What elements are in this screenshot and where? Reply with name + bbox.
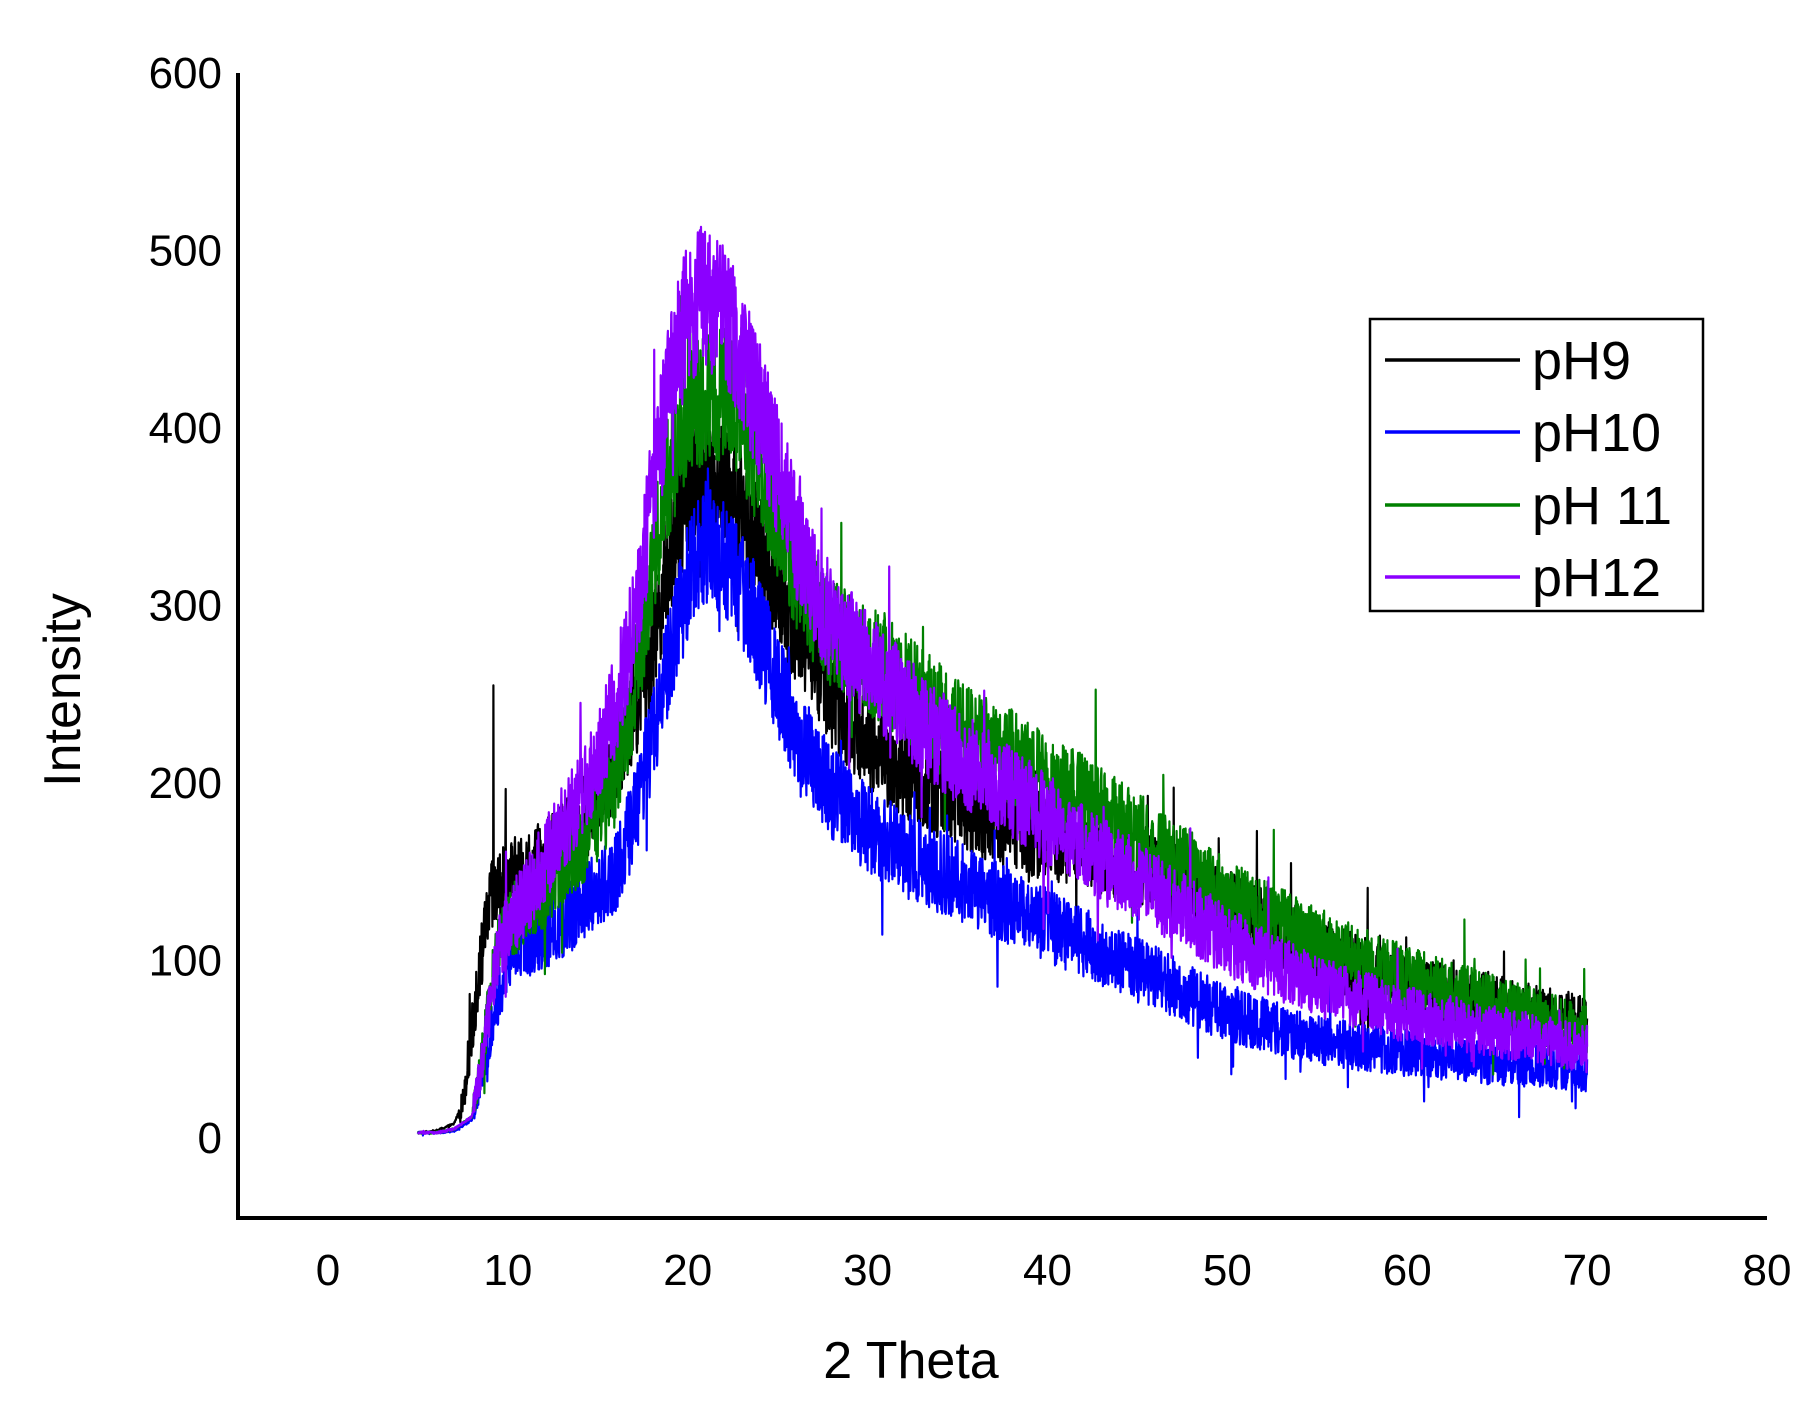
- series-layer: [416, 225, 1589, 1137]
- x-tick-label: 40: [1023, 1246, 1072, 1295]
- x-tick-label: 80: [1743, 1246, 1792, 1295]
- y-tick-label: 600: [149, 49, 222, 98]
- y-tick-label: 300: [149, 582, 222, 631]
- legend-label: pH9: [1532, 331, 1631, 391]
- series-line-ph10: [416, 467, 1589, 1137]
- x-tick-label: 60: [1383, 1246, 1432, 1295]
- x-tick-label: 70: [1563, 1246, 1612, 1295]
- legend-label: pH 11: [1532, 476, 1672, 536]
- legend-items: pH9 pH10 pH 11 pH12: [1385, 331, 1672, 608]
- y-axis-title: Intensity: [34, 593, 92, 787]
- y-tick-label: 200: [149, 759, 222, 808]
- y-tick-label: 100: [149, 937, 222, 986]
- legend-label: pH12: [1532, 548, 1661, 608]
- y-tick-label: 0: [198, 1114, 222, 1163]
- x-tick-label: 50: [1203, 1246, 1252, 1295]
- x-tick-label: 30: [843, 1246, 892, 1295]
- y-tick-label: 400: [149, 404, 222, 453]
- x-tick-label: 20: [663, 1246, 712, 1295]
- series-line-ph12: [416, 225, 1589, 1135]
- legend-box: [1368, 317, 1705, 613]
- legend-label: pH10: [1532, 403, 1661, 463]
- y-tick-labels: 0 100 200 300 400 500 600: [149, 49, 222, 1163]
- x-tick-label: 10: [483, 1246, 532, 1295]
- x-tick-label: 0: [316, 1246, 340, 1295]
- legend: pH9 pH10 pH 11 pH12: [1368, 317, 1705, 613]
- x-tick-labels: 0 10 20 30 40 50 60 70 80: [316, 1246, 1792, 1295]
- x-axis-title: 2 Theta: [823, 1332, 998, 1390]
- y-tick-label: 500: [149, 227, 222, 276]
